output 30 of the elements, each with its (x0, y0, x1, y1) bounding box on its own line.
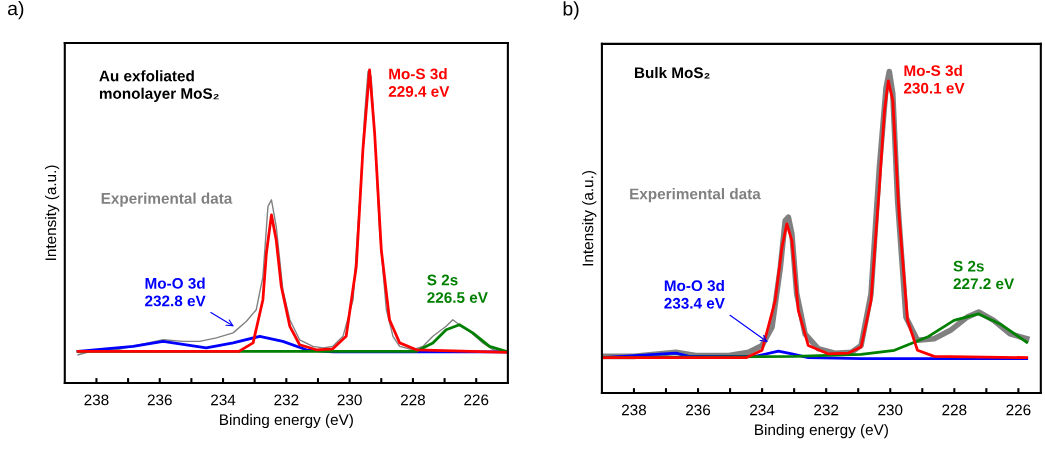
series-label: Experimental data (630, 188, 761, 203)
series-label: S 2s 227.2 eV (953, 260, 1015, 290)
annotation: Mo-O 3d 232.8 eV (145, 277, 206, 307)
x-tick-label: 232 (814, 404, 839, 416)
x-axis-title: Binding energy (eV) (755, 423, 888, 439)
x-tick-label: 230 (878, 404, 903, 416)
x-tick-label: 226 (1006, 404, 1031, 416)
text: Experimental data (101, 192, 233, 207)
x-tick-label: 228 (942, 404, 967, 416)
annotation: Mo-O 3d 233.4 eV (664, 279, 725, 309)
x-tick-label: 236 (686, 404, 711, 416)
y-axis-title: Intensity (a.u.) (582, 170, 597, 266)
series-label: Mo-S 3d 229.4 eV (388, 68, 450, 97)
chart-title: b) (563, 1, 579, 20)
annotation: Au exfoliated monolayer MoS₂ (99, 70, 219, 102)
series-label: Mo-S 3d 230.1 eV (903, 64, 965, 94)
chart-title: a) (8, 1, 24, 20)
x-tick-label: 238 (84, 394, 109, 406)
x-tick-label: 228 (400, 394, 426, 406)
x-tick-label: 226 (464, 394, 489, 406)
x-tick-label: 234 (211, 394, 236, 406)
x-tick-label: 230 (337, 394, 362, 406)
annotation: Bulk MoS₂ (634, 66, 710, 79)
x-tick-label: 232 (274, 394, 299, 406)
x-tick-label: 234 (750, 404, 775, 416)
x-axis-title: Binding energy (eV) (220, 413, 353, 429)
y-axis-title: Intensity (a.u.) (44, 165, 60, 260)
text: S 2s 226.5 eV (427, 274, 488, 303)
x-tick-label: 238 (621, 404, 647, 416)
x-tick-label: 236 (147, 394, 172, 406)
